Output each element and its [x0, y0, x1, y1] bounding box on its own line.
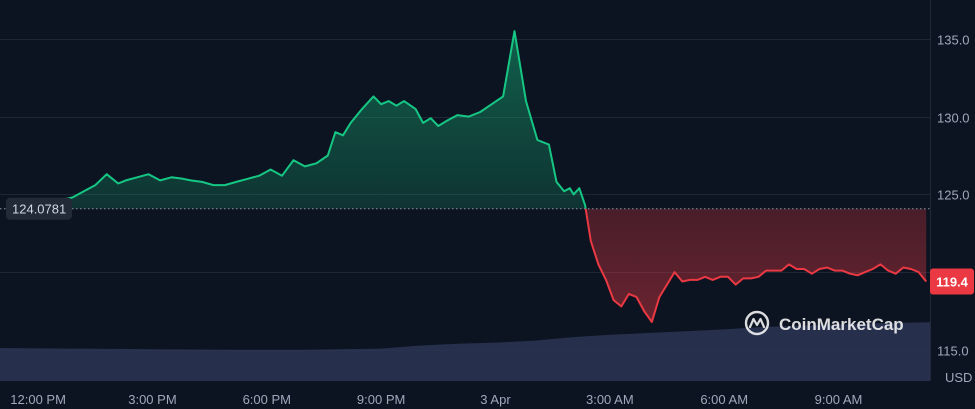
- x-tick-label-4: 3 Apr: [480, 392, 511, 407]
- x-tick-label-7: 9:00 AM: [815, 392, 863, 407]
- coinmarketcap-logo-icon: [744, 310, 770, 336]
- baseline-label-text: 124.0781: [12, 202, 66, 217]
- price-area-up: [38, 31, 927, 209]
- y-tick-label-4: 135.0: [937, 33, 970, 48]
- volume-series: [0, 322, 930, 381]
- watermark-text: CoinMarketCap: [779, 315, 904, 334]
- x-tick-label-2: 6:00 PM: [243, 392, 291, 407]
- last-price-label: 119.4: [930, 268, 974, 295]
- x-tick-label-6: 6:00 AM: [700, 392, 748, 407]
- last-price-badge: [930, 268, 974, 295]
- price-line-down: [584, 208, 927, 323]
- y-tick-label-3: 130.0: [937, 111, 970, 126]
- x-tick-label-5: 3:00 AM: [586, 392, 634, 407]
- coinmarketcap-watermark: CoinMarketCap: [744, 310, 904, 336]
- volume-area: [0, 322, 930, 381]
- price-line: [37, 30, 927, 323]
- price-area-down: [585, 208, 927, 322]
- currency-label: USD: [945, 370, 972, 385]
- price-line-up: [37, 30, 587, 209]
- y-tick-label-2: 125.0: [937, 188, 970, 203]
- x-axis-ticks: 12:00 PM 3:00 PM 6:00 PM 9:00 PM 3 Apr 3:00 A…: [10, 392, 862, 407]
- last-price-text: 119.4: [936, 275, 969, 290]
- x-tick-label-3: 9:00 PM: [357, 392, 405, 407]
- x-tick-label-1: 3:00 PM: [128, 392, 176, 407]
- price-area: [38, 31, 927, 322]
- x-tick-label-0: 12:00 PM: [10, 392, 66, 407]
- y-tick-label-0: 115.0: [937, 344, 969, 359]
- baseline-label: 124.0781: [6, 197, 72, 220]
